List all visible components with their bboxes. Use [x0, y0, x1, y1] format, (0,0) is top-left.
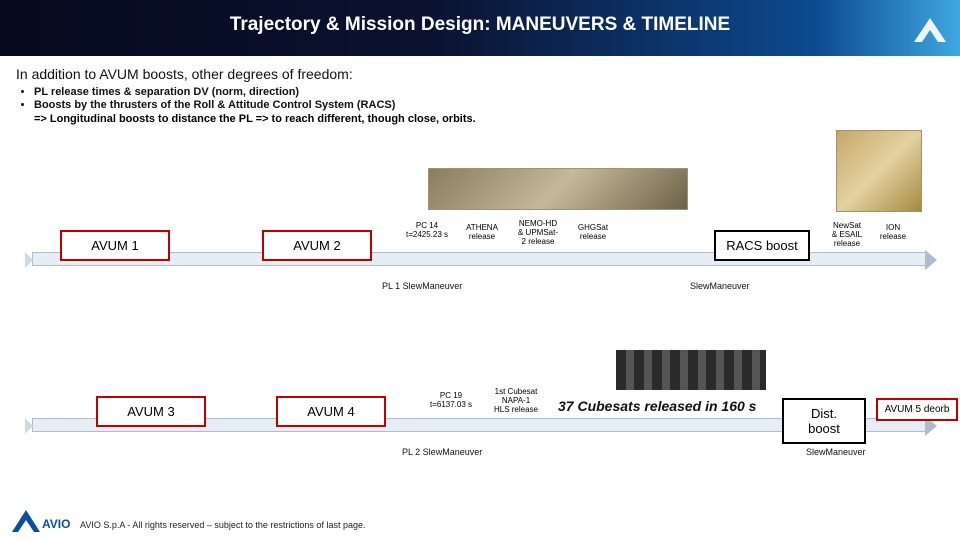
- pl2-slew-label: PL 2 SlewManeuver: [402, 448, 482, 458]
- intro-bullet: Boosts by the thrusters of the Roll & At…: [34, 99, 616, 111]
- header-bar: Trajectory & Mission Design: MANEUVERS &…: [0, 0, 960, 56]
- event-nemo: NEMO-HD& UPMSat-2 release: [508, 220, 568, 246]
- intro-heading: In addition to AVUM boosts, other degree…: [16, 66, 616, 82]
- payload-thumbnails-row-1: [428, 168, 688, 210]
- avum3-box: AVUM 3: [96, 396, 206, 427]
- intro-bullets: PL release times & separation DV (norm, …: [16, 86, 616, 111]
- pl1-slew-label: PL 1 SlewManeuver: [382, 282, 462, 292]
- event-athena: ATHENArelease: [460, 224, 504, 242]
- event-firstcube: 1st CubesatNAPA-1HLS release: [486, 388, 546, 414]
- footer-text: AVIO S.p.A - All rights reserved – subje…: [80, 520, 365, 530]
- avum1-box: AVUM 1: [60, 230, 170, 261]
- brand-logo-small-icon: [908, 8, 952, 52]
- payload-large-thumbnail: [836, 130, 922, 212]
- page-title: Trajectory & Mission Design: MANEUVERS &…: [0, 14, 960, 36]
- intro-arrow-line: => Longitudinal boosts to distance the P…: [16, 113, 616, 125]
- avum5-deorb-box: AVUM 5 deorb: [876, 398, 958, 421]
- brand-logo-icon: AVIO: [8, 506, 72, 536]
- avum2-box: AVUM 2: [262, 230, 372, 261]
- cubesat-release-note: 37 Cubesats released in 160 s: [558, 398, 756, 414]
- intro-bullet: PL release times & separation DV (norm, …: [34, 86, 616, 98]
- slew-label-1: SlewManeuver: [690, 282, 750, 292]
- event-pc14: PC 14t=2425.23 s: [402, 222, 452, 240]
- slew-label-2: SlewManeuver: [806, 448, 866, 458]
- event-ghgsat: GHGSatrelease: [572, 224, 614, 242]
- intro-block: In addition to AVUM boosts, other degree…: [16, 66, 616, 125]
- event-pc19: PC 19t=6137.03 s: [424, 392, 478, 410]
- event-ion: IONrelease: [874, 224, 912, 242]
- avum4-box: AVUM 4: [276, 396, 386, 427]
- racs-boost-box: RACS boost: [714, 230, 810, 261]
- event-newsat: NewSat& ESAILrelease: [826, 222, 868, 248]
- svg-text:AVIO: AVIO: [42, 517, 70, 531]
- dist-boost-box: Dist. boost: [782, 398, 866, 444]
- cubesat-thumbnails-row: [616, 350, 766, 390]
